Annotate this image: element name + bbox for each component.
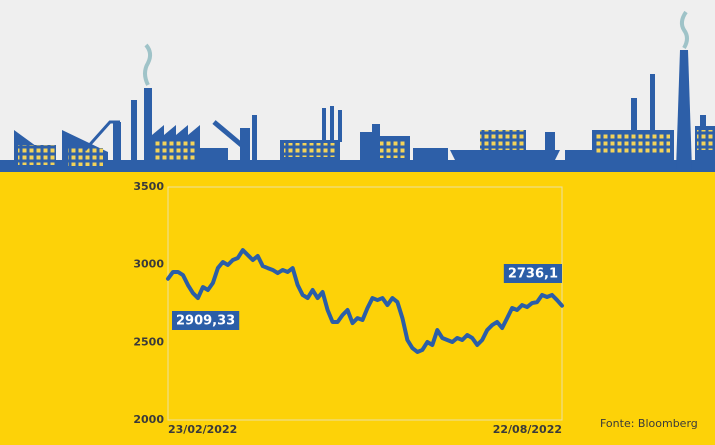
value-label: 2736,1: [508, 267, 558, 282]
skyline: [0, 10, 715, 172]
x-tick-label: 22/08/2022: [493, 423, 562, 436]
y-tick-label: 2500: [133, 335, 164, 348]
y-tick-label: 3000: [133, 258, 164, 271]
x-tick-label: 23/02/2022: [168, 423, 237, 436]
value-label-box: [503, 264, 562, 283]
y-tick-label: 3500: [133, 180, 164, 193]
series-line: [166, 248, 564, 354]
value-label-box: [172, 311, 240, 330]
value-label: 2909,33: [176, 314, 235, 329]
background: [0, 170, 715, 445]
source: Fonte: Bloomberg: [600, 417, 698, 430]
y-tick-label: 2000: [133, 413, 164, 426]
